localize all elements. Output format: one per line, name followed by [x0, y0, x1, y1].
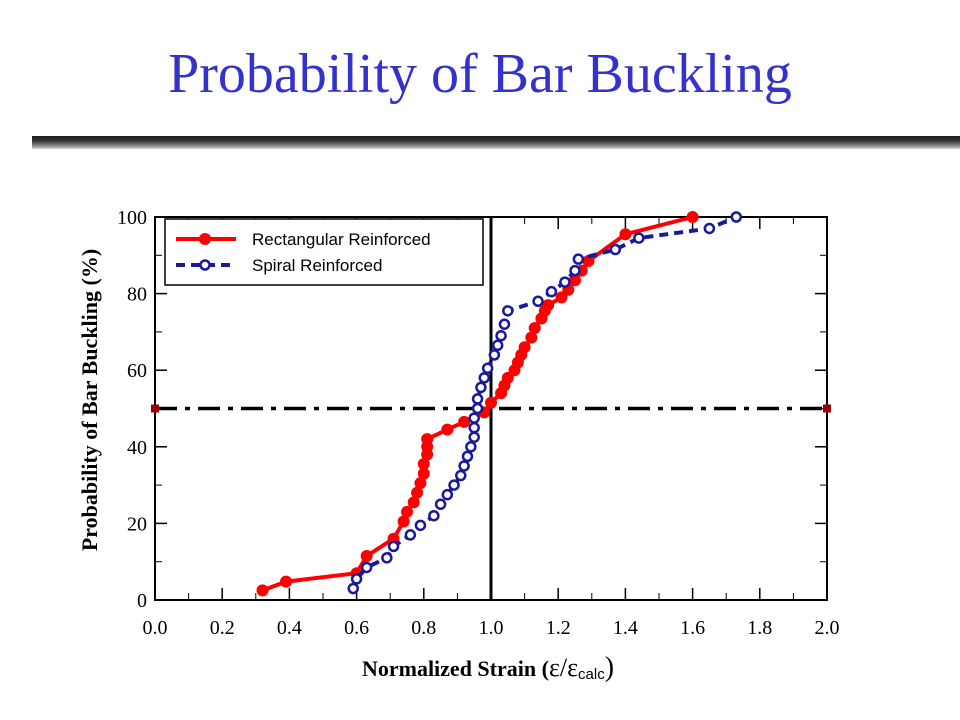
data-point-rectangular — [485, 396, 497, 409]
data-point-spiral — [428, 509, 440, 522]
y-tick-label: 40 — [127, 437, 147, 459]
x-axis-title-subscript: calc — [578, 666, 605, 683]
legend-label-rectangular: Rectangular Reinforced — [252, 230, 431, 249]
data-point-rectangular — [619, 228, 632, 241]
data-point-rectangular — [360, 549, 373, 562]
data-point-spiral — [461, 450, 474, 463]
legend: Rectangular Reinforced Spiral Reinforced — [164, 218, 484, 286]
data-point-spiral — [468, 412, 480, 424]
x-axis-title-slash: / — [560, 653, 568, 682]
data-point-spiral — [458, 460, 470, 472]
legend-marker-spiral — [199, 259, 211, 271]
data-point-rectangular — [528, 322, 541, 335]
data-point-spiral — [569, 264, 581, 277]
x-tick-label: 1.6 — [680, 617, 705, 639]
data-point-rectangular — [417, 467, 430, 480]
data-point-spiral — [360, 561, 373, 574]
x-tick-label: 0.8 — [411, 617, 436, 639]
data-point-spiral — [478, 372, 491, 384]
data-point-spiral — [471, 393, 484, 405]
x-tick-label: 0.4 — [277, 617, 302, 639]
data-point-rectangular — [256, 584, 269, 597]
data-point-spiral — [468, 431, 480, 443]
x-axis-title: Normalized Strain (ε/εcalc) — [362, 652, 614, 683]
data-point-rectangular — [397, 515, 410, 528]
data-point-spiral — [455, 469, 467, 482]
data-point-spiral — [703, 222, 716, 235]
data-point-spiral — [441, 488, 454, 501]
data-point-spiral — [491, 339, 504, 352]
slide-title: Probability of Bar Buckling — [168, 43, 792, 105]
data-point-spiral — [502, 305, 514, 317]
data-point-spiral — [532, 295, 544, 308]
data-point-spiral — [559, 276, 571, 288]
x-tick-label: 2.0 — [815, 617, 840, 639]
data-point-rectangular — [525, 331, 538, 344]
y-tick-label: 20 — [127, 513, 147, 535]
data-point-rectangular — [401, 505, 413, 518]
data-point-spiral — [545, 285, 558, 298]
data-point-rectangular — [569, 274, 581, 287]
x-tick-label: 0.0 — [143, 617, 168, 639]
x-tick-label: 0.2 — [210, 617, 235, 639]
data-point-spiral — [350, 573, 363, 585]
data-point-rectangular — [582, 255, 595, 268]
x-tick-label: 1.0 — [479, 617, 504, 639]
data-point-rectangular — [686, 211, 699, 223]
data-point-spiral — [609, 243, 622, 256]
data-point-rectangular — [280, 575, 293, 588]
x-tick-label: 1.8 — [747, 617, 772, 639]
data-point-spiral — [481, 362, 494, 375]
y-tick-label: 100 — [117, 207, 147, 229]
y-axis-title: Probability of Bar Buckling (%) — [77, 249, 102, 551]
x-axis-title-close: ) — [605, 652, 614, 683]
data-point-spiral — [471, 402, 484, 415]
reference-marker-left — [151, 404, 159, 413]
data-point-spiral — [414, 519, 427, 532]
data-point-spiral — [475, 381, 487, 394]
legend-item-spiral: Spiral Reinforced — [176, 256, 382, 275]
data-point-spiral — [572, 253, 585, 265]
y-tick-label: 80 — [127, 284, 147, 306]
x-axis-title-epsilon: ε — [549, 653, 560, 682]
data-point-spiral — [404, 529, 417, 541]
legend-label-spiral: Spiral Reinforced — [252, 256, 382, 275]
x-tick-label: 1.2 — [546, 617, 571, 639]
data-point-rectangular — [441, 423, 454, 436]
data-point-rectangular — [407, 496, 420, 509]
reference-marker-right — [823, 404, 831, 413]
data-point-spiral — [730, 211, 743, 223]
data-point-spiral — [448, 479, 460, 491]
data-point-spiral — [434, 498, 447, 510]
data-point-spiral — [347, 582, 359, 595]
legend-marker-rectangular — [199, 233, 211, 245]
legend-box — [164, 218, 484, 286]
legend-item-rectangular: Rectangular Reinforced — [176, 230, 431, 249]
y-tick-label: 0 — [137, 590, 147, 612]
y-tick-label: 60 — [127, 360, 147, 382]
x-axis-title-main: Normalized Strain ( — [362, 656, 549, 681]
data-point-rectangular — [417, 458, 430, 471]
data-point-rectangular — [421, 433, 434, 446]
data-point-rectangular — [458, 415, 471, 428]
x-axis-title-epsilon-calc: ε — [567, 653, 578, 682]
x-tick-label: 1.4 — [613, 617, 638, 639]
data-point-spiral — [468, 421, 480, 434]
title-divider-bar — [32, 136, 960, 149]
data-point-spiral — [498, 318, 511, 330]
data-point-rectangular — [518, 341, 531, 354]
x-tick-label: 0.6 — [344, 617, 369, 639]
plot-area: 0.0 0.2 0.4 0.6 0.8 1.0 1.2 1.4 1.6 1.8 2.0 0 20 40 60… — [117, 207, 840, 639]
data-point-spiral — [495, 329, 507, 342]
data-point-rectangular — [542, 299, 555, 312]
data-point-rectangular — [411, 486, 424, 499]
data-point-spiral — [633, 232, 645, 244]
data-point-spiral — [381, 552, 393, 564]
data-point-spiral — [465, 441, 477, 453]
data-point-spiral — [387, 540, 400, 553]
data-point-rectangular — [414, 477, 427, 490]
data-point-spiral — [488, 349, 501, 361]
